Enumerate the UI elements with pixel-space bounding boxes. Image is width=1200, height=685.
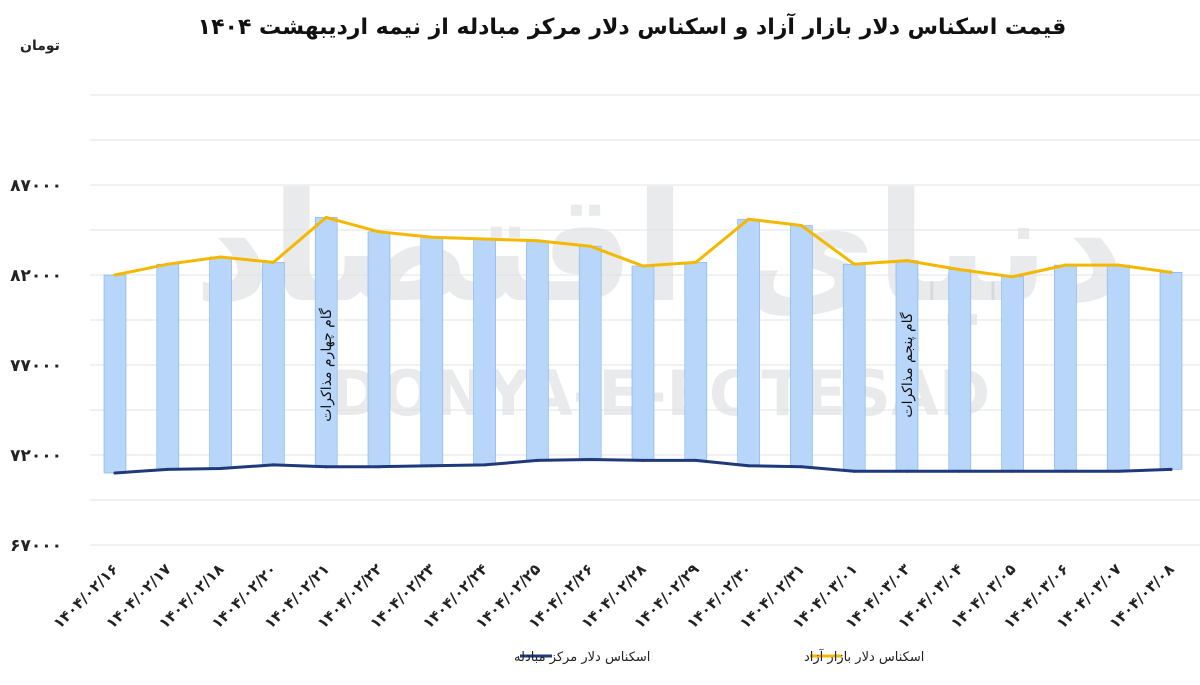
- range-bar: [790, 225, 813, 467]
- point-exchange-center: [113, 471, 117, 475]
- annotations: گام چهارم مذاکرات گام پنجم مذاکرات: [318, 308, 916, 422]
- series-lines: [113, 215, 1173, 475]
- y-tick-label: ۷۲۰۰۰: [10, 446, 62, 466]
- range-bar: [473, 238, 496, 466]
- point-free-market: [219, 255, 223, 259]
- point-free-market: [271, 260, 275, 264]
- chart-title: قیمت اسکناس دلار بازار آزاد و اسکناس دلا…: [198, 12, 1067, 40]
- point-free-market: [113, 273, 117, 277]
- point-exchange-center: [905, 469, 909, 473]
- range-bar: [578, 245, 602, 460]
- watermark: دنیای اقتصاد DONYA-E-EQTESAD: [194, 162, 1127, 430]
- point-exchange-center: [483, 463, 487, 467]
- point-exchange-center: [694, 458, 698, 462]
- y-tick-label: ۸۷۰۰۰: [10, 176, 62, 196]
- point-free-market: [483, 237, 487, 241]
- range-bar: [737, 218, 760, 467]
- range-bar: [842, 263, 866, 472]
- legend-label-exchange-center: اسکناس دلار مرکز مبادله: [514, 650, 650, 665]
- range-bar: [948, 269, 972, 472]
- point-exchange-center: [535, 458, 539, 462]
- point-exchange-center: [377, 465, 381, 469]
- point-exchange-center: [747, 464, 751, 468]
- legend-label-free-market: اسکناس دلار بازار آزاد: [804, 648, 924, 665]
- point-free-market: [588, 244, 592, 248]
- range-bar: [262, 262, 285, 466]
- point-free-market: [1116, 263, 1120, 267]
- point-exchange-center: [958, 469, 962, 473]
- point-free-market: [1169, 270, 1173, 274]
- y-axis-unit-label: تومان: [20, 38, 60, 54]
- point-free-market: [535, 239, 539, 243]
- annotation-label: گام پنجم مذاکرات: [899, 312, 916, 418]
- point-free-market: [1063, 263, 1067, 267]
- point-exchange-center: [1011, 469, 1015, 473]
- range-bar: [209, 256, 232, 469]
- y-tick-label: ۸۲۰۰۰: [10, 266, 62, 286]
- point-free-market: [1011, 275, 1015, 279]
- y-tick-label: ۷۷۰۰۰: [10, 356, 62, 376]
- range-bar: [526, 240, 549, 461]
- point-exchange-center: [588, 458, 592, 461]
- point-exchange-center: [852, 469, 856, 473]
- y-tick-label: ۶۷۰۰۰: [10, 536, 62, 556]
- point-exchange-center: [1063, 469, 1067, 473]
- annotation-label: گام چهارم مذاکرات: [318, 308, 335, 422]
- point-exchange-center: [1169, 467, 1173, 471]
- range-bar: [1106, 264, 1130, 472]
- point-exchange-center: [430, 464, 434, 468]
- point-exchange-center: [166, 467, 170, 471]
- point-free-market: [747, 217, 751, 221]
- point-free-market: [958, 268, 962, 272]
- point-free-market: [799, 224, 803, 227]
- range-bar: [420, 236, 444, 467]
- legend: اسکناس دلار بازار آزاد اسکناس دلار مرکز …: [514, 648, 924, 665]
- range-bar: [1001, 276, 1024, 472]
- point-free-market: [905, 259, 909, 263]
- x-axis-ticks: ۱۴۰۴/۰۲/۱۶۱۴۰۴/۰۲/۱۷۱۴۰۴/۰۲/۱۸۱۴۰۴/۰۲/۲۰…: [50, 560, 1178, 632]
- point-free-market: [377, 230, 381, 234]
- point-free-market: [641, 264, 645, 268]
- range-bar: [1054, 264, 1077, 472]
- point-free-market: [324, 215, 328, 219]
- y-axis-ticks: ۶۷۰۰۰ ۷۲۰۰۰ ۷۷۰۰۰ ۸۲۰۰۰ ۸۷۰۰۰: [10, 176, 62, 556]
- range-bar: [684, 262, 708, 461]
- point-free-market: [430, 235, 434, 239]
- point-exchange-center: [324, 465, 328, 469]
- point-exchange-center: [641, 458, 645, 462]
- point-exchange-center: [271, 463, 275, 467]
- point-free-market: [166, 262, 170, 266]
- point-exchange-center: [219, 467, 223, 470]
- point-free-market: [694, 260, 698, 264]
- point-free-market: [852, 262, 856, 266]
- point-exchange-center: [799, 465, 803, 469]
- range-bar: [367, 231, 391, 467]
- range-bar: [1159, 271, 1183, 470]
- range-bar: [103, 274, 127, 474]
- range-bar: [631, 265, 655, 461]
- range-bar: [156, 263, 180, 470]
- point-exchange-center: [1116, 469, 1120, 473]
